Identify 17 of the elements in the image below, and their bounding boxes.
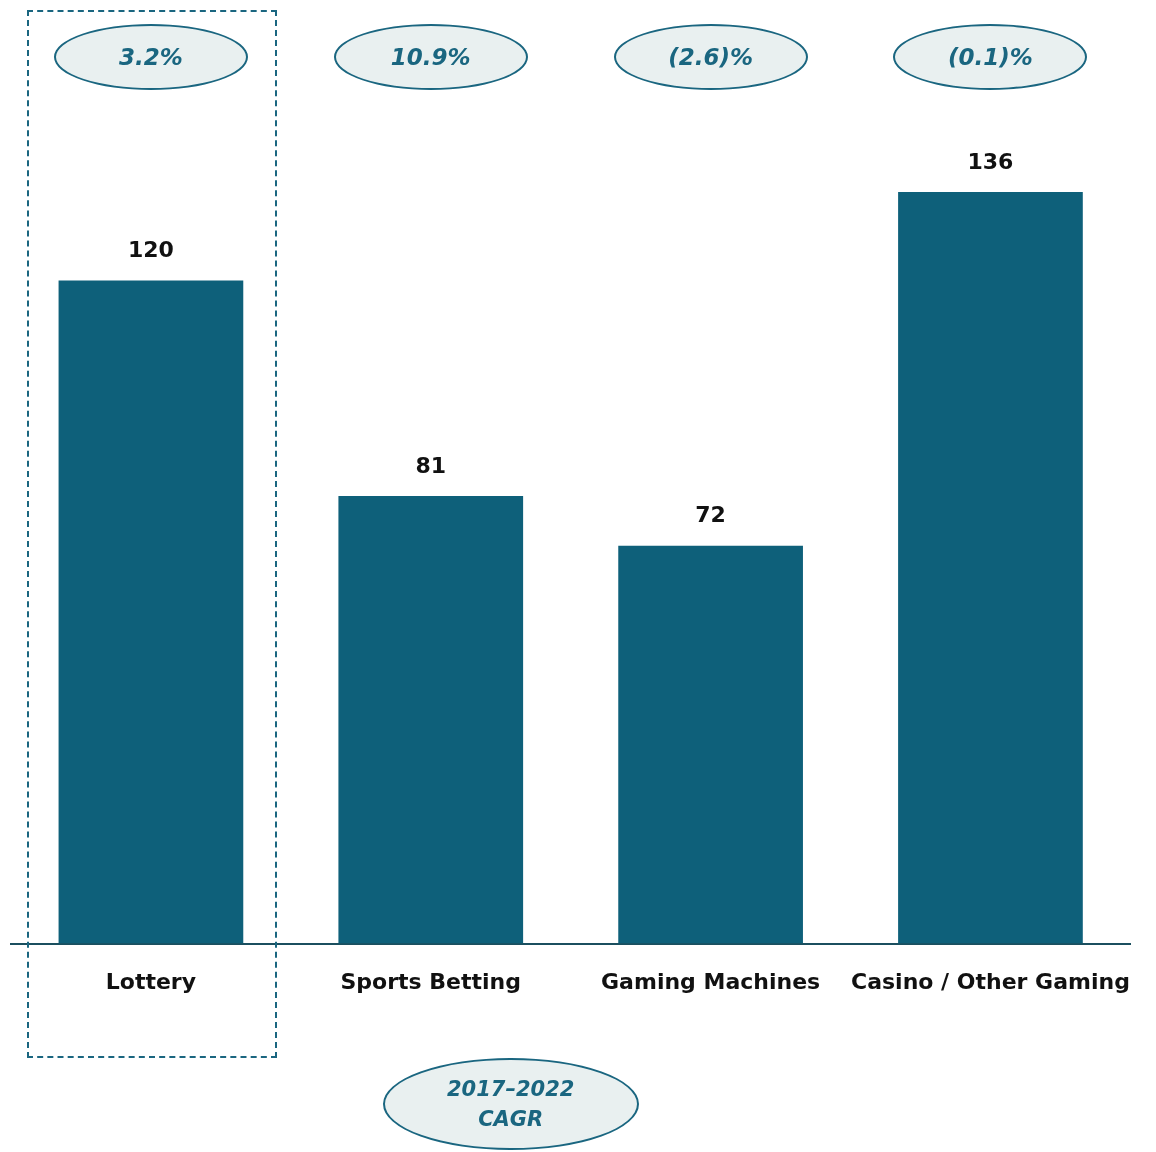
text: (0.1)% [893, 24, 1088, 90]
data-label: 81 [415, 452, 447, 478]
x-tick-label: Casino / Other Gaming [851, 968, 1130, 994]
x-tick-label: Sports Betting [340, 968, 522, 994]
x-tick-label: Lottery [105, 968, 197, 994]
x-tick-label: Gaming Machines [601, 968, 821, 994]
data-label: 120 [127, 237, 174, 263]
bar [898, 192, 1083, 944]
text: 10.9% [333, 24, 528, 90]
data-label: 72 [695, 502, 726, 528]
bar [58, 280, 244, 944]
data-label: 136 [967, 148, 1014, 174]
bar [338, 496, 524, 944]
bar [618, 545, 803, 944]
text: (2.6)% [613, 24, 808, 90]
text: 2017–2022 CAGR [382, 1058, 639, 1150]
text: 3.2% [53, 24, 248, 90]
